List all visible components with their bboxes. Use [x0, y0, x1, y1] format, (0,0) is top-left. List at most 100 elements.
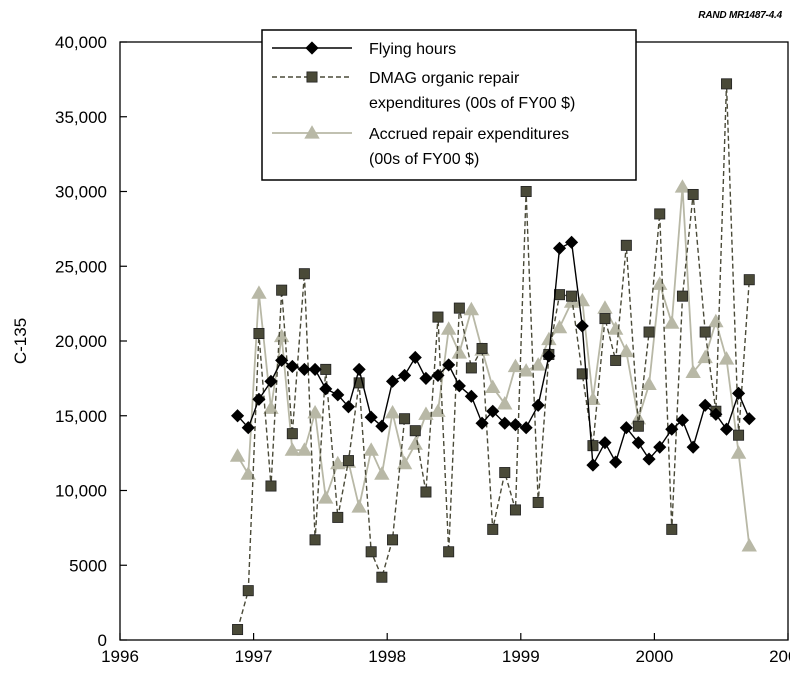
legend-marker-dmag-repair [306, 71, 318, 83]
data-point-dmag-repair [465, 362, 477, 374]
data-point-dmag-repair [499, 467, 511, 479]
data-point-accrued-repair [430, 403, 446, 417]
y-tick-label: 5000 [69, 556, 107, 575]
legend-entry-accrued-repair: Accrued repair expenditures (00s of FY00 … [272, 125, 569, 168]
data-point-accrued-repair [284, 442, 301, 456]
data-point-flying-hours [719, 422, 734, 436]
data-point-flying-hours [452, 379, 466, 393]
data-point-accrued-repair [652, 276, 668, 290]
data-point-accrued-repair [440, 321, 457, 335]
legend-box [261, 29, 637, 181]
x-tick-label: 1998 [368, 647, 406, 666]
y-tick-label: 0 [98, 631, 107, 650]
data-point-flying-hours [586, 458, 600, 472]
x-tick-label: 1997 [235, 647, 273, 666]
data-point-dmag-repair [587, 440, 599, 452]
data-point-flying-hours [609, 455, 623, 469]
data-point-flying-hours [285, 359, 299, 373]
data-point-dmag-repair [509, 504, 521, 516]
series-layer [229, 78, 757, 636]
legend: Flying hours DMAG organic repair expenditu… [261, 29, 637, 181]
legend-label-line: Accrued repair expenditures [369, 126, 569, 143]
data-point-accrued-repair [641, 376, 657, 391]
y-tick-label: 25,000 [55, 257, 107, 276]
data-point-dmag-repair [733, 429, 745, 441]
data-point-flying-hours [486, 404, 500, 418]
data-point-accrued-repair [463, 301, 480, 316]
y-axis-label: C-135 [11, 318, 30, 364]
data-point-flying-hours [419, 371, 433, 385]
data-point-accrued-repair [229, 448, 246, 462]
data-point-accrued-repair [374, 466, 390, 480]
x-tick-label: 1999 [502, 647, 540, 666]
data-point-accrued-repair [240, 466, 256, 480]
data-point-flying-hours [542, 349, 556, 363]
data-point-accrued-repair [307, 404, 323, 419]
data-point-dmag-repair [610, 354, 622, 366]
data-point-accrued-repair [351, 499, 367, 513]
data-point-accrued-repair [530, 357, 546, 371]
data-point-accrued-repair [730, 445, 747, 459]
data-point-flying-hours [498, 416, 512, 430]
series-dmag-repair [232, 78, 755, 636]
x-tick-label: 1996 [101, 647, 139, 666]
data-point-dmag-repair [376, 571, 388, 583]
data-point-accrued-repair [296, 442, 313, 456]
y-tick-label: 30,000 [55, 183, 107, 202]
data-point-dmag-repair [286, 428, 298, 440]
data-point-dmag-repair [443, 546, 455, 558]
data-point-flying-hours [675, 413, 690, 427]
data-point-dmag-repair [232, 624, 244, 636]
data-point-flying-hours [442, 358, 456, 372]
legend-label-dmag-repair: DMAG organic repair expenditures (00s of … [369, 70, 575, 112]
legend-label-line: (00s of FY00 $) [369, 151, 479, 168]
data-point-accrued-repair [618, 343, 635, 358]
data-point-dmag-repair [409, 425, 421, 437]
data-point-flying-hours [531, 398, 545, 412]
data-point-flying-hours [364, 410, 378, 424]
data-point-flying-hours [598, 436, 612, 450]
legend-marker-accrued-repair [304, 125, 320, 139]
data-point-dmag-repair [566, 290, 578, 302]
data-point-dmag-repair [520, 185, 532, 197]
data-point-flying-hours [619, 421, 633, 435]
data-point-accrued-repair [497, 395, 513, 410]
legend-entry-dmag-repair: DMAG organic repair expenditures (00s of … [272, 70, 575, 112]
legend-marker-flying-hours [305, 41, 319, 55]
data-point-dmag-repair [576, 368, 588, 380]
data-point-dmag-repair [721, 78, 733, 90]
x-tick-label: 2001 [769, 647, 790, 666]
data-point-dmag-repair [353, 377, 365, 389]
series-accrued-repair [229, 179, 757, 552]
x-tick-label: 2000 [635, 647, 673, 666]
data-point-dmag-repair [687, 188, 699, 200]
data-point-dmag-repair [365, 546, 377, 558]
data-point-dmag-repair [666, 523, 678, 535]
y-tick-label: 20,000 [55, 332, 107, 351]
data-point-accrued-repair [708, 313, 724, 328]
data-point-flying-hours [732, 386, 746, 400]
data-point-flying-hours [665, 422, 679, 436]
data-point-flying-hours [431, 368, 445, 382]
data-point-dmag-repair [476, 342, 488, 354]
data-point-flying-hours [475, 416, 489, 430]
data-point-accrued-repair [407, 436, 423, 450]
data-point-flying-hours [552, 241, 567, 255]
data-point-dmag-repair [699, 326, 711, 338]
data-point-accrued-repair [507, 358, 524, 373]
data-point-accrued-repair [251, 285, 267, 299]
data-point-dmag-repair [342, 455, 354, 467]
data-point-dmag-repair [399, 413, 411, 425]
data-point-flying-hours [698, 398, 712, 412]
legend-label-line: DMAG organic repair [369, 70, 520, 87]
data-point-accrued-repair [263, 400, 279, 414]
data-point-flying-hours [642, 452, 656, 466]
data-point-flying-hours [686, 440, 700, 454]
data-point-flying-hours [408, 350, 422, 365]
data-point-flying-hours [264, 374, 278, 388]
data-point-accrued-repair [574, 292, 590, 307]
data-point-dmag-repair [532, 496, 544, 508]
data-point-flying-hours [631, 436, 645, 450]
data-point-flying-hours [319, 382, 333, 396]
